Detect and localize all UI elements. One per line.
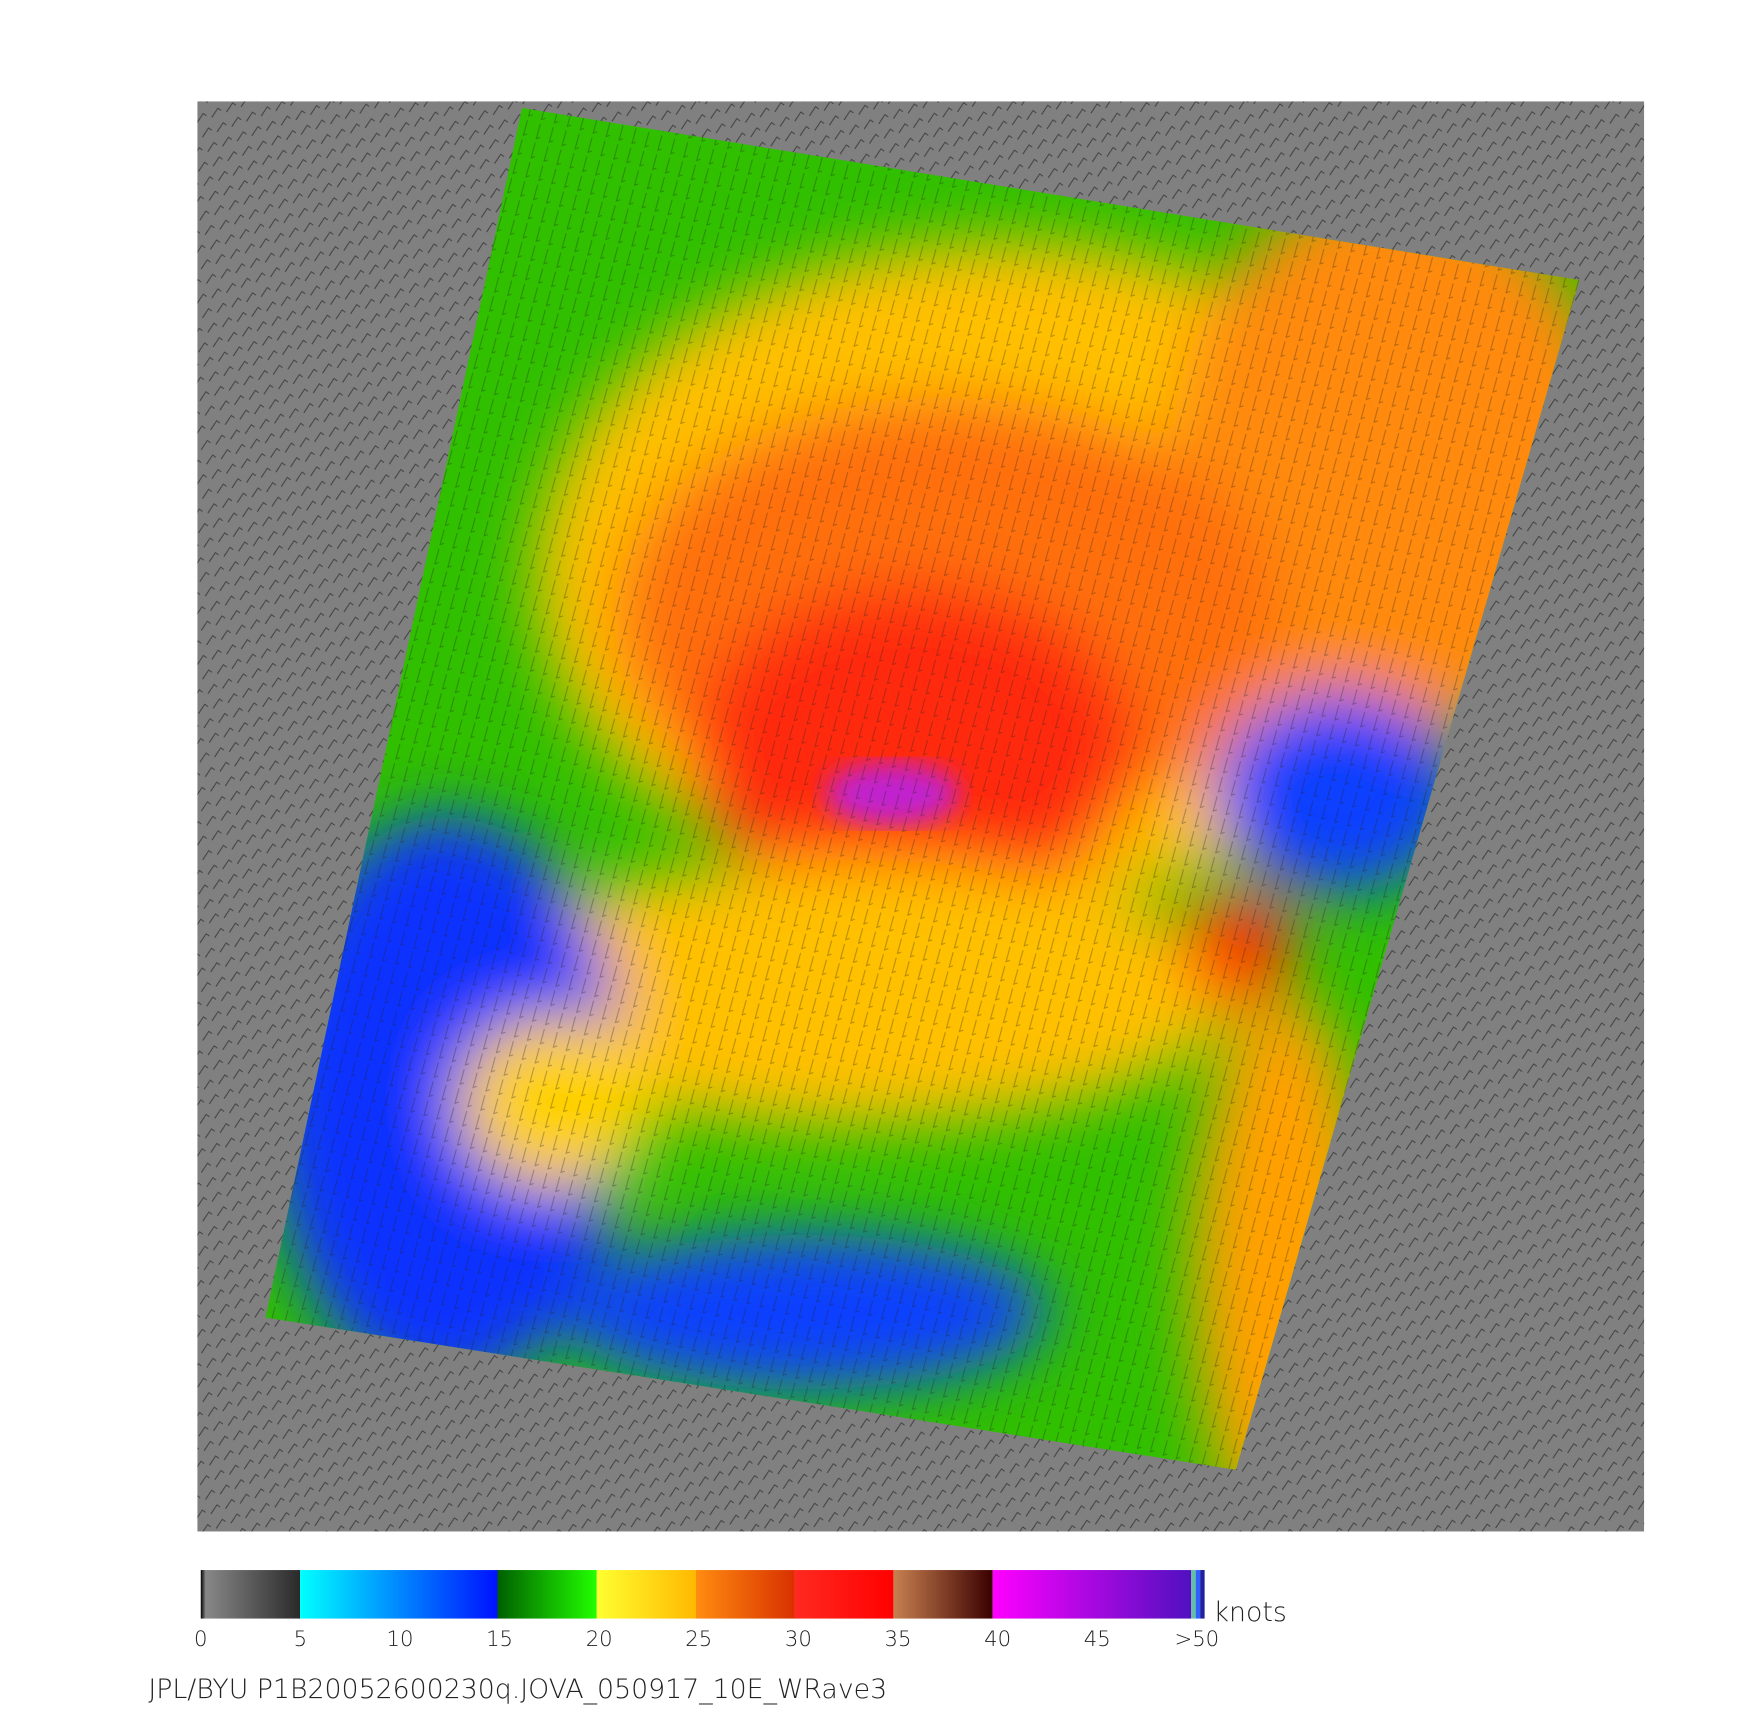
colorbar-tick-label: 40 (984, 1626, 1011, 1651)
colorbar-segment (1195, 1570, 1201, 1619)
colorbar-segment (992, 1570, 1192, 1619)
colorbar-segment (300, 1570, 499, 1619)
wind-swath (265, 108, 1580, 1470)
colorbar-segment (893, 1570, 993, 1619)
colorbar-tick-label: 25 (685, 1626, 712, 1651)
colorbar-segment (1191, 1570, 1196, 1619)
colorbar-segment (200, 1570, 301, 1619)
colorbar-segment (497, 1570, 597, 1619)
colorbar (200, 1570, 1205, 1619)
colorbar-tick-label: 20 (586, 1626, 613, 1651)
colorbar-segment (596, 1570, 696, 1619)
colorbar-tick-label: 5 (294, 1626, 307, 1651)
footer: JPL/BYU P1B20052600230q.JOVA_050917_10E_… (148, 1674, 887, 1705)
colorbar-tick-label: 15 (486, 1626, 513, 1651)
colorbar-segment (1200, 1570, 1205, 1619)
colorbar-tick-label: 0 (194, 1626, 207, 1651)
colorbar-tick-label: 45 (1084, 1626, 1111, 1651)
colorbar-segment (794, 1570, 894, 1619)
colorbar-tick-label: 10 (386, 1626, 413, 1651)
colorbar-tick-label: 35 (885, 1626, 912, 1651)
colorbar-tick-label: 30 (785, 1626, 812, 1651)
colorbar-tick-label: >50 (1174, 1626, 1219, 1651)
colorbar-unit: knots (1214, 1597, 1287, 1628)
colorbar-segment (696, 1570, 796, 1619)
